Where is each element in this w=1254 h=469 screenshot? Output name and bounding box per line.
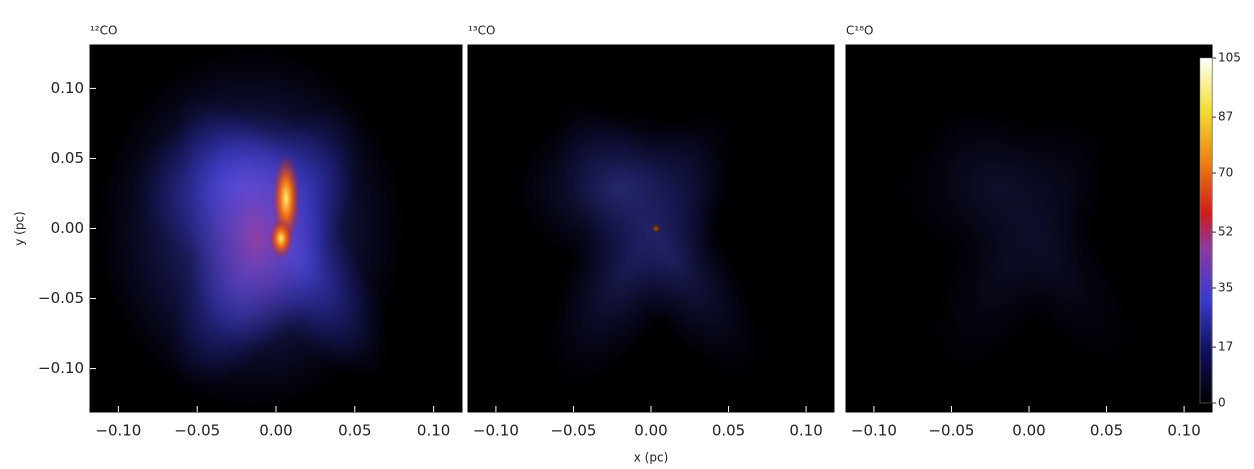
emission-peak <box>269 219 293 259</box>
colorbar-tick-label: 87 <box>1218 110 1233 124</box>
x-tick-label: −0.05 <box>174 422 220 440</box>
colorbar <box>1200 58 1212 403</box>
emission-ridge <box>186 129 326 349</box>
emission-core <box>889 109 1109 269</box>
y-tick-label: 0.10 <box>51 79 84 97</box>
colorbar-tick-label: 52 <box>1218 225 1233 239</box>
x-tick-label: −0.10 <box>473 422 519 440</box>
colorbar-tick-label: 70 <box>1218 166 1233 180</box>
map-image <box>90 45 462 414</box>
emission-peak <box>651 224 661 234</box>
x-tick-label: 0.10 <box>417 422 450 440</box>
colorbar-tick-label: 35 <box>1218 281 1233 295</box>
map-image <box>468 45 834 414</box>
x-tick-label: 0.05 <box>712 422 745 440</box>
y-tick-label: 0.05 <box>51 149 84 167</box>
y-tick-label: −0.05 <box>38 289 84 307</box>
x-tick-label: −0.05 <box>550 422 596 440</box>
colorbar-tick-label: 105 <box>1218 51 1241 65</box>
figure: ¹²CO −0.10 −0.05 0.00 0.05 0.10 −0.10 −0.05 0.00… <box>0 0 1254 469</box>
panel-title: ¹²CO <box>90 24 117 38</box>
x-tick-label: 0.10 <box>1167 422 1200 440</box>
colorbar-tick-label: 0 <box>1218 396 1226 410</box>
y-tick-label: −0.10 <box>38 359 84 377</box>
colorbar-tick-label: 17 <box>1218 340 1233 354</box>
panel-title: C¹⁸O <box>846 24 873 38</box>
map-image <box>846 45 1212 414</box>
x-axis-label: x (pc) <box>634 451 669 465</box>
x-tick-label: −0.10 <box>95 422 141 440</box>
x-tick-label: 0.00 <box>634 422 667 440</box>
x-tick-label: −0.10 <box>851 422 897 440</box>
x-tick-label: 0.05 <box>338 422 371 440</box>
x-tick-label: 0.05 <box>1090 422 1123 440</box>
x-tick-label: −0.05 <box>928 422 974 440</box>
emission <box>95 45 424 414</box>
panel-title: ¹³CO <box>468 24 495 38</box>
x-tick-label: 0.10 <box>789 422 822 440</box>
x-tick-label: 0.00 <box>1012 422 1045 440</box>
y-axis-label: y (pc) <box>13 211 27 246</box>
x-tick-label: 0.00 <box>259 422 292 440</box>
emission-core <box>511 109 731 269</box>
y-tick-label: 0.00 <box>51 219 84 237</box>
